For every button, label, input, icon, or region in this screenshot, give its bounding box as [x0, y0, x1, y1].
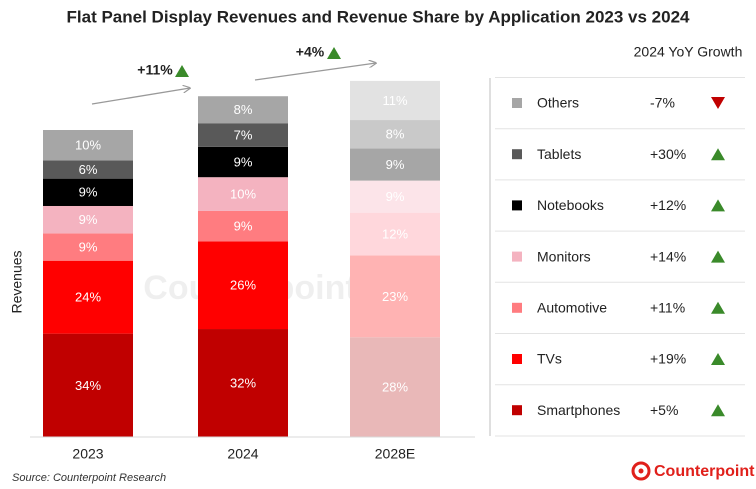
bar-segment — [43, 178, 133, 206]
growth-label: +14% — [650, 248, 686, 264]
bar-segment — [43, 233, 133, 261]
source: Source: Counterpoint Research — [12, 472, 166, 484]
data-label: 8% — [386, 127, 405, 142]
bar-segment — [350, 80, 440, 121]
x-tick-label: 2023 — [72, 446, 103, 462]
growth-arrow — [91, 88, 190, 105]
growth-label: -7% — [650, 95, 675, 111]
bar-segment — [198, 210, 288, 242]
data-label: 11% — [382, 93, 407, 108]
growth-indicator — [711, 148, 725, 161]
bar-segment — [350, 120, 440, 149]
legend-swatch — [512, 251, 522, 262]
growth-arrow — [254, 63, 376, 81]
legend-label: Tablets — [537, 146, 581, 162]
logo-icon-dot — [638, 468, 644, 474]
data-label: 9% — [386, 157, 405, 172]
growth-label: +5% — [650, 402, 678, 418]
data-label: 7% — [234, 127, 253, 142]
bar-segment — [350, 337, 440, 437]
data-label: 12% — [382, 226, 408, 241]
logo: Counterpoint — [654, 463, 755, 480]
growth-indicator — [711, 250, 725, 263]
legend-swatch — [512, 405, 522, 416]
annotation: +11% — [137, 62, 173, 78]
bar-segment — [43, 130, 133, 161]
legend-swatch — [512, 200, 522, 211]
growth-indicator — [711, 353, 725, 365]
legend-swatch — [512, 149, 522, 160]
bar-segment — [43, 260, 133, 334]
data-label: 34% — [75, 378, 101, 393]
bar-segment — [198, 329, 288, 437]
growth-indicator — [711, 301, 725, 314]
data-label: 10% — [75, 138, 101, 153]
legend-label: Monitors — [537, 248, 591, 264]
y-axis-label: Revenues — [9, 250, 25, 313]
bar-segment — [198, 241, 288, 330]
data-label: 9% — [234, 219, 253, 234]
legend-swatch — [512, 354, 522, 364]
x-tick-label: 2024 — [227, 446, 258, 462]
legend-swatch — [512, 302, 522, 313]
bar-segment — [350, 255, 440, 338]
annotation-triangle — [175, 65, 189, 77]
growth-label: +19% — [650, 351, 686, 367]
growth-indicator — [711, 97, 725, 109]
legend-label: Automotive — [537, 300, 607, 316]
growth-indicator — [711, 199, 725, 212]
chart-title: Flat Panel Display Revenues and Revenue … — [67, 7, 691, 26]
x-tick-label: 2028E — [375, 446, 415, 462]
bar-segment — [350, 148, 440, 181]
data-label: 24% — [75, 290, 101, 305]
growth-label: +12% — [650, 197, 686, 213]
growth-label: +30% — [650, 146, 686, 162]
data-label: 9% — [386, 189, 405, 204]
bar-segment — [198, 177, 288, 211]
bar-segment — [198, 96, 288, 124]
data-label: 9% — [79, 239, 98, 254]
legend-label: Smartphones — [537, 402, 620, 418]
legend-title: 2024 YoY Growth — [634, 44, 743, 60]
annotation-triangle — [327, 47, 341, 59]
logo-icon — [631, 461, 651, 481]
bar-segment — [43, 333, 133, 437]
annotation: +4% — [296, 44, 325, 60]
legend-label: Others — [537, 95, 579, 111]
data-label: 23% — [382, 289, 408, 304]
bar-segment — [43, 205, 133, 234]
data-label: 26% — [230, 278, 256, 293]
data-label: 10% — [230, 187, 256, 202]
data-label: 9% — [234, 154, 253, 169]
growth-label: +11% — [650, 300, 685, 316]
legend-label: Notebooks — [537, 197, 604, 213]
legend-swatch — [512, 98, 522, 108]
data-label: 28% — [382, 380, 408, 395]
data-label: 9% — [79, 212, 98, 227]
bar-segment — [350, 180, 440, 213]
bar-segment — [43, 160, 133, 179]
growth-indicator — [711, 404, 725, 417]
data-label: 32% — [230, 375, 256, 390]
data-label: 9% — [79, 185, 98, 200]
data-label: 6% — [79, 162, 98, 177]
bar-segment — [198, 146, 288, 178]
data-label: 8% — [234, 102, 253, 117]
bar-segment — [350, 212, 440, 256]
legend-label: TVs — [537, 351, 562, 367]
bar-segment — [198, 123, 288, 147]
